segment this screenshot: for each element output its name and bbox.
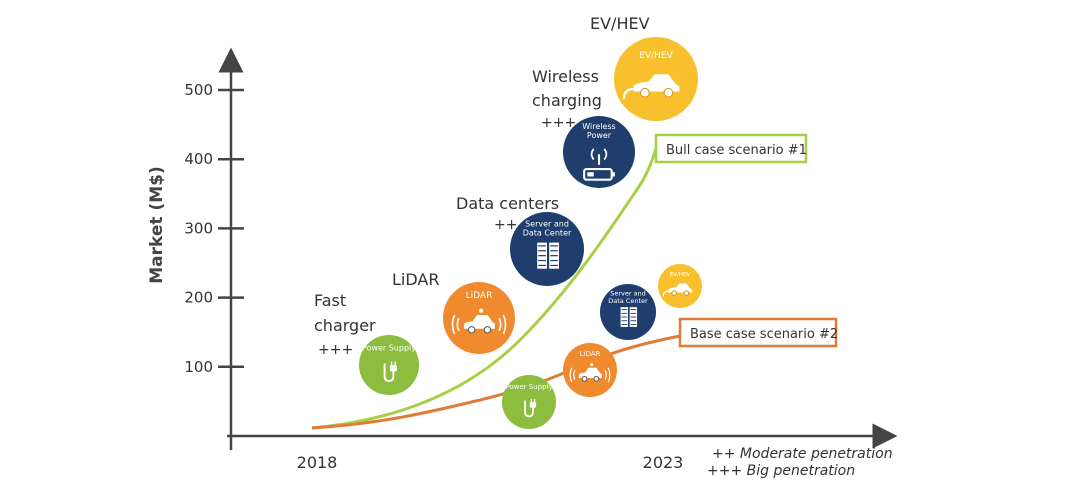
- bubble-label: Power Supply: [362, 344, 416, 353]
- bubble-circle: [359, 335, 419, 395]
- lidar-sensor-icon: [590, 362, 594, 367]
- bull-case-curve: [311, 134, 662, 430]
- y-tick-label: 200: [184, 289, 213, 307]
- bull-case-label-box: [654, 133, 808, 164]
- lidar-wave-icon: [607, 367, 611, 383]
- y-tick-label: 500: [184, 81, 213, 99]
- segment-marks-data-centers: ++: [494, 217, 517, 233]
- ev-car-icon: [633, 74, 680, 92]
- segment-bubble: LiDAR: [563, 343, 617, 397]
- bubble-label: Wireless: [582, 122, 615, 131]
- bubble-label: Power Supply: [505, 383, 552, 391]
- legend-big-penetration: +++ Big penetration: [707, 463, 855, 479]
- x-tick-label: 2018: [297, 453, 338, 472]
- bubble-circle: [502, 375, 556, 429]
- bubble-circle: [563, 116, 635, 188]
- plug-head-icon: [529, 402, 537, 408]
- wheel-icon: [467, 326, 476, 334]
- bubble-label: Power: [587, 131, 612, 140]
- axes: 100 200 300 400 500 2018 2023 Market (M$): [147, 47, 898, 472]
- car-icon: [578, 367, 602, 379]
- bubble-label: Server and: [525, 220, 569, 229]
- battery-level-icon: [587, 172, 594, 177]
- base-case-label: Base case scenario #2: [690, 327, 838, 342]
- wheel-icon: [581, 375, 588, 382]
- segment-label-ev-hev: EV/HEV: [590, 14, 650, 33]
- bubble-label: LiDAR: [466, 291, 493, 301]
- segment-label-wireless-charging: Wireless: [532, 67, 599, 86]
- power-supply-plug-icon: [524, 400, 534, 418]
- battery-tip-icon: [611, 172, 615, 177]
- bull-case-label: Bull case scenario #1: [666, 143, 807, 158]
- bubble-label: LiDAR: [580, 350, 601, 358]
- segment-marks-wireless-charging: +++: [541, 115, 576, 131]
- bubble-label: Server and: [610, 290, 646, 298]
- y-axis-title: Market (M$): [147, 166, 167, 283]
- wheel-icon: [671, 290, 677, 296]
- lidar-wave-icon: [502, 314, 507, 335]
- wheel-icon: [663, 87, 674, 98]
- lidar-wave-icon: [451, 314, 456, 335]
- bubble-label: Data Center: [608, 297, 648, 305]
- ev-car-icon: [668, 283, 693, 293]
- lidar-sensor-icon: [479, 308, 484, 313]
- lidar-wave-icon: [604, 369, 607, 380]
- car-icon: [464, 314, 495, 329]
- y-tick-label: 300: [184, 219, 213, 237]
- segment-label-wireless-charging: charging: [532, 91, 602, 110]
- wheel-icon: [483, 326, 492, 334]
- y-tick-label: 400: [184, 150, 213, 168]
- segment-marks-fast-charger: +++: [318, 342, 353, 358]
- x-tick-label: 2023: [643, 453, 684, 472]
- plug-head-icon: [389, 365, 397, 372]
- wireless-wave-icon: [603, 148, 608, 161]
- segment-label-fast-charger: charger: [314, 316, 376, 335]
- power-supply-plug-icon: [383, 363, 395, 382]
- segment-labels: Fast charger +++ LiDAR Data centers ++ Wireles…: [314, 14, 650, 358]
- segment-label-data-centers: Data centers: [456, 194, 559, 213]
- wireless-wave-icon: [590, 148, 595, 161]
- segment-bubble: EV/HEV: [658, 264, 702, 308]
- charging-cable-icon: [622, 87, 634, 99]
- segment-label-fast-charger: Fast: [314, 291, 346, 310]
- bubble-label: Data Center: [523, 229, 572, 238]
- legend: ++ Moderate penetration+++ Big penetrati…: [707, 446, 893, 479]
- wheel-icon: [683, 290, 690, 296]
- wheel-icon: [640, 87, 650, 98]
- lidar-wave-icon: [498, 317, 502, 332]
- segment-bubble: Power Supply: [502, 375, 556, 429]
- segment-bubble: LiDAR: [443, 282, 515, 354]
- legend-moderate-penetration: ++ Moderate penetration: [712, 446, 893, 462]
- bubble-label: EV/HEV: [670, 272, 691, 278]
- segment-bubble: Power Supply: [359, 335, 419, 395]
- base-case-label-box: [678, 317, 838, 348]
- bubble-label: EV/HEV: [639, 51, 673, 61]
- wheel-icon: [593, 375, 600, 382]
- charging-cable-icon: [662, 290, 669, 297]
- lidar-wave-icon: [573, 369, 576, 380]
- segment-bubble: EV/HEV: [614, 37, 698, 121]
- lidar-wave-icon: [456, 317, 460, 332]
- lidar-wave-icon: [569, 367, 573, 383]
- y-tick-label: 100: [184, 358, 213, 376]
- segment-label-lidar: LiDAR: [392, 270, 439, 289]
